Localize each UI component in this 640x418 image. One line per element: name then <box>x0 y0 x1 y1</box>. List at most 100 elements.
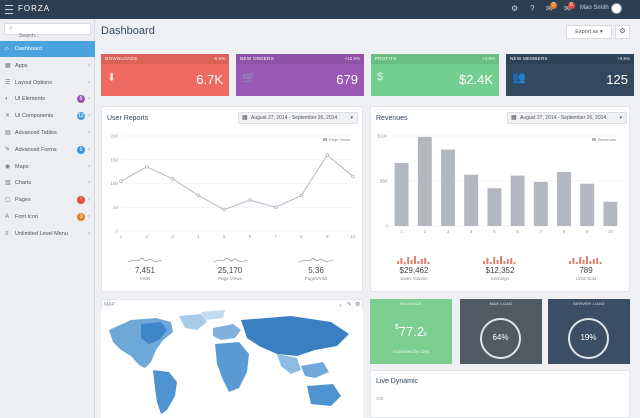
avatar[interactable] <box>611 3 622 14</box>
spark-bar <box>510 258 513 264</box>
map-pin-icon: ◉ <box>5 163 11 170</box>
chevron-right-icon: › <box>88 113 90 120</box>
spark-bar <box>589 261 592 264</box>
message-icon[interactable]: ✉ <box>564 4 571 13</box>
spark-line <box>128 257 162 263</box>
sidebar-badge: 6 <box>77 145 85 154</box>
live-dynamic-title: Live Dynamic <box>376 378 419 385</box>
mini-stat: 5.36 Pages/Visit <box>286 256 346 281</box>
x-tick-label: 4 <box>470 229 473 234</box>
y-tick-label: 0 <box>115 229 118 234</box>
spark-bar <box>410 260 413 264</box>
sidebar-item[interactable]: ◉ Maps › <box>0 159 95 175</box>
spark-bar <box>483 261 485 264</box>
sidebar-badge: 12 <box>77 112 85 121</box>
sidebar-item[interactable]: ▥ Charts › <box>0 175 95 191</box>
sidebar-item[interactable]: ✎ Advanced Forms 6 › <box>0 142 95 158</box>
widget-title: SERVER LOAD <box>573 301 605 306</box>
sparkline <box>397 256 430 264</box>
message-badge: 5 <box>568 2 575 9</box>
user-name[interactable]: Mao Smith <box>580 5 609 11</box>
chevron-right-icon: › <box>88 96 90 103</box>
sidebar-item[interactable]: ✕ UI Components 12 › <box>0 108 95 124</box>
mini-stat-label: Page Views <box>218 276 242 281</box>
sidebar-item[interactable]: ⌂ Dashboard › <box>0 41 95 57</box>
chevron-right-icon: › <box>88 180 90 187</box>
stat-card: NEW ORDERS +12.5% 🛒 679 <box>236 54 364 96</box>
user-reports-title: User Reports <box>107 115 149 122</box>
max-load-widget: MAX LOAD 64% <box>460 299 542 364</box>
revenue-value: $77.2k <box>394 324 428 339</box>
search-input[interactable] <box>5 31 90 41</box>
spark-bar <box>417 261 420 264</box>
chevron-right-icon: › <box>88 130 90 136</box>
bar <box>557 172 571 226</box>
x-tick-label: 2 <box>146 234 149 239</box>
spark-bar <box>513 262 516 264</box>
x-tick-label: 5 <box>493 229 496 234</box>
sidebar-item[interactable]: ▦ Apps › <box>0 58 95 74</box>
spark-bar <box>489 262 492 264</box>
pencil-icon: ✎ <box>5 146 11 153</box>
user-reports-date-picker[interactable]: ▦ August 27, 2014 - September 26, 2014 ▾ <box>238 112 358 124</box>
chevron-down-icon[interactable]: ⌄ <box>338 302 344 308</box>
top-navbar: FORZA ⚙ ? ✉ 2 ✉ 5 Mao Smith <box>0 0 640 19</box>
stat-change: +9.8% <box>617 56 630 61</box>
mini-stat: 7,451 Visits <box>115 256 175 281</box>
app-logo[interactable]: FORZA <box>18 4 51 13</box>
bell-icon[interactable]: ✉ <box>546 4 553 13</box>
mini-stat: 789 Units Sold <box>556 256 616 281</box>
stat-label: PROFITS <box>371 54 499 64</box>
legend-swatch <box>592 138 596 141</box>
layers-icon: ☰ <box>5 79 11 86</box>
chevron-down-icon: ▾ <box>619 115 622 121</box>
export-button[interactable]: Export as ▾ <box>566 25 612 39</box>
table-icon: ▤ <box>5 130 11 136</box>
world-map[interactable] <box>101 310 363 418</box>
sparkline <box>569 256 602 264</box>
spark-bar <box>407 257 410 264</box>
mini-stat-label: Sales Volume <box>400 276 428 281</box>
widget-title: REVENUE <box>400 301 422 306</box>
data-point <box>144 165 149 169</box>
revenues-date-picker[interactable]: ▦ August 27, 2014 - September 26, 2014 ▾ <box>507 112 627 124</box>
cart-icon: 🛒 <box>242 72 256 84</box>
revenue-widget: REVENUE $77.2k Increased by 12% <box>370 299 452 364</box>
mini-stat-value: $12,352 <box>485 266 515 275</box>
chart-icon: ▥ <box>5 180 11 187</box>
y-tick-label: 100 <box>110 181 118 186</box>
settings-gear-icon[interactable]: ⚙ <box>615 25 630 39</box>
spark-bar <box>575 262 578 264</box>
data-point <box>351 174 355 179</box>
widget-title: MAX LOAD <box>489 301 513 306</box>
stat-change: -6.5% <box>213 56 225 61</box>
sidebar-item-label: Dashboard <box>15 46 42 52</box>
live-dynamic-panel <box>370 370 630 418</box>
gear-icon[interactable]: ⚙ <box>511 4 519 13</box>
chevron-right-icon: › <box>88 214 90 220</box>
map-title: MAP <box>104 302 115 308</box>
wrench-icon[interactable]: ✎ <box>347 302 353 308</box>
x-tick-label: 9 <box>586 229 589 234</box>
stat-value: 679 <box>336 72 358 87</box>
sidebar-item[interactable]: ≡ Unlimited Level Menu › <box>0 226 95 242</box>
sidebar-item[interactable]: A Font Icon 3 › <box>0 209 95 225</box>
bar <box>487 188 502 226</box>
sidebar-item[interactable]: ☰ Layout Options › <box>0 75 95 91</box>
stat-change: +4.5% <box>482 56 495 61</box>
spark-bar <box>596 258 599 264</box>
gear-icon[interactable]: ⚙ <box>355 302 361 308</box>
sidebar-item[interactable]: ▢ Pages! › <box>0 192 95 208</box>
help-icon[interactable]: ? <box>530 4 535 13</box>
mini-stat-value: 7,451 <box>134 266 156 275</box>
spark-bar <box>599 262 602 264</box>
y-tick-label: 200 <box>110 134 118 139</box>
y-tick-label: 150 <box>110 157 118 162</box>
spark-bar <box>493 257 496 264</box>
sparkline <box>299 257 333 263</box>
hamburger-menu-icon[interactable] <box>5 5 13 14</box>
spark-bar <box>400 258 403 264</box>
sidebar-item[interactable]: ▤ Advanced Tables › <box>0 125 95 141</box>
sidebar-item[interactable]: ◐ UI Elements 6 › <box>0 91 95 107</box>
stat-card: NEW MEMBERS +9.8% 👥 125 <box>506 54 634 96</box>
